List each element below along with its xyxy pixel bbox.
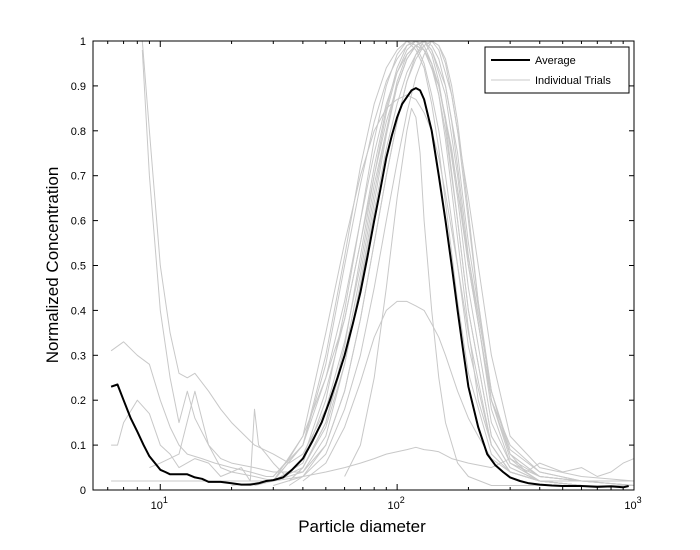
series-trial-line-5	[149, 45, 635, 486]
legend-trials-label: Individual Trials	[535, 75, 611, 87]
series-trial-line-7	[273, 40, 635, 486]
legend-average-label: Average	[535, 55, 576, 67]
series-trial-line-16	[344, 107, 634, 486]
y-tick-label: 0.2	[71, 395, 86, 407]
y-tick-label: 0.1	[71, 440, 86, 452]
x-tick-label: 101	[151, 495, 168, 512]
y-tick-label: 0.9	[71, 81, 86, 93]
series-trial-line-14	[254, 40, 634, 486]
series-trial-line-11	[288, 40, 634, 486]
y-tick-label: 0.4	[71, 305, 86, 317]
series-trial-line-6	[111, 40, 635, 486]
series-trial-line-17	[302, 300, 634, 486]
x-tick-label: 102	[388, 495, 405, 512]
y-tick-label: 0.6	[71, 216, 86, 228]
y-tick-label: 0.3	[71, 350, 86, 362]
y-tick-label: 0.8	[71, 126, 86, 138]
series-trial-line-18	[273, 446, 635, 482]
x-axis-label: Particle diameter	[298, 517, 426, 536]
ticks-layer: 0 0.1 0.2 0.3 0.4 0.5 0.6 0.7 0.8 0.9 1 101 102 103	[71, 36, 642, 512]
series-average-line	[110, 87, 629, 489]
y-tick-label: 1	[80, 36, 86, 48]
series-trial-line-15	[272, 45, 635, 486]
y-tick-label: 0.7	[71, 171, 86, 183]
y-tick-label: 0.5	[71, 261, 86, 273]
series-trial-line-13	[231, 94, 634, 486]
legend: Average Individual Trials	[484, 46, 630, 94]
series-trial-line-2	[111, 40, 634, 482]
series-layer	[110, 40, 635, 489]
legend-box	[484, 46, 630, 94]
x-tick-label: 103	[624, 495, 641, 512]
y-tick-label: 0	[80, 485, 86, 497]
y-axis-label: Normalized Concentration	[43, 167, 62, 364]
